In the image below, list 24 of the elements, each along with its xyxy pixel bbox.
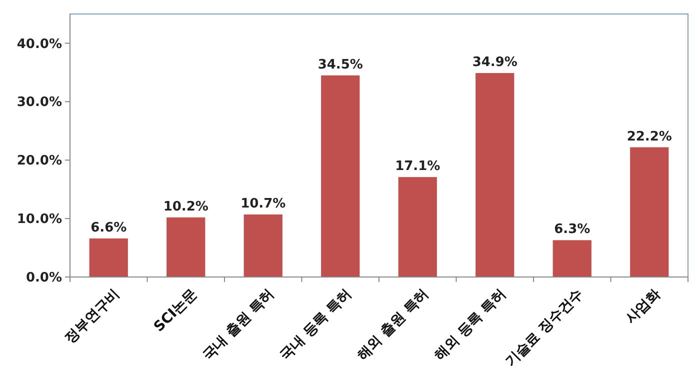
bar	[398, 177, 437, 277]
data-label: 17.1%	[395, 159, 440, 174]
y-tick-label: 10.0%	[16, 212, 62, 228]
data-label: 6.3%	[554, 222, 590, 238]
data-label: 6.6%	[90, 220, 127, 236]
bar	[321, 75, 360, 277]
x-tick-label: 해외 출원 특허	[354, 286, 432, 364]
data-label: 10.2%	[163, 199, 208, 214]
bar	[244, 214, 282, 277]
x-tick-label: 국내 등록 특허	[277, 286, 355, 364]
data-label: 34.5%	[318, 57, 363, 72]
bar	[89, 238, 128, 277]
x-tick-label: 국내 출원 특허	[200, 286, 278, 364]
bar	[476, 73, 514, 277]
bar	[552, 240, 592, 277]
data-label: 34.9%	[472, 55, 518, 70]
y-tick-label: 30.0%	[16, 95, 62, 110]
data-label: 10.7%	[240, 196, 286, 212]
data-label: 22.2%	[626, 129, 672, 144]
bar	[166, 217, 206, 277]
bar	[630, 147, 669, 277]
y-tick-label: 40.0%	[16, 36, 62, 52]
y-tick-label: 0.0%	[26, 270, 62, 286]
y-tick-label: 20.0%	[16, 154, 62, 169]
